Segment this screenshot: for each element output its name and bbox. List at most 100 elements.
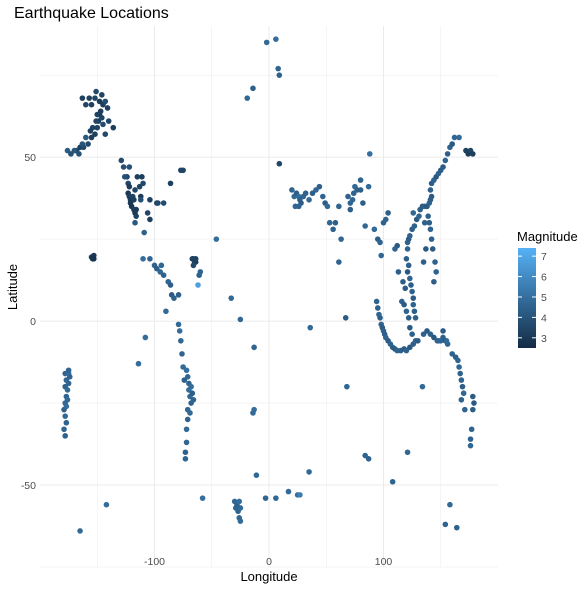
earthquake-point bbox=[410, 295, 417, 301]
earthquake-point bbox=[83, 134, 89, 141]
earthquake-point bbox=[134, 174, 141, 180]
earthquake-point bbox=[366, 151, 373, 157]
legend-tick-label: 3 bbox=[541, 333, 547, 345]
earthquake-point bbox=[377, 315, 383, 321]
earthquake-point bbox=[167, 282, 174, 288]
earthquake-point bbox=[306, 469, 312, 475]
earthquake-point bbox=[385, 210, 391, 216]
earthquake-point bbox=[467, 436, 474, 442]
earthquake-point bbox=[188, 383, 194, 390]
earthquake-point bbox=[192, 255, 199, 262]
earthquake-point bbox=[407, 275, 413, 282]
earthquake-point bbox=[431, 278, 437, 285]
earthquake-point bbox=[171, 295, 177, 301]
earthquake-point bbox=[395, 269, 402, 275]
earthquake-point bbox=[276, 160, 283, 167]
y-axis-ticks: -50 0 50 bbox=[21, 152, 36, 492]
earthquake-point bbox=[273, 495, 279, 501]
earthquake-point bbox=[440, 164, 446, 170]
y-axis-label: Latitude bbox=[5, 264, 20, 310]
earthquake-point bbox=[423, 246, 429, 252]
earthquake-point bbox=[140, 255, 146, 262]
earthquake-point bbox=[92, 95, 98, 101]
earthquake-point bbox=[64, 387, 71, 393]
earthquake-point bbox=[126, 164, 133, 170]
earthquake-point bbox=[410, 210, 417, 216]
earthquake-point bbox=[189, 390, 196, 397]
earthquake-point bbox=[236, 498, 243, 505]
earthquake-point bbox=[407, 324, 413, 331]
earthquake-point bbox=[184, 416, 191, 423]
earthquake-point bbox=[141, 229, 147, 236]
earthquake-point bbox=[180, 167, 186, 174]
earthquake-point bbox=[362, 223, 368, 229]
earthquake-point bbox=[432, 259, 438, 265]
earthquake-point bbox=[316, 183, 323, 190]
legend-colorbar bbox=[518, 248, 536, 348]
earthquake-point bbox=[407, 233, 413, 239]
earthquake-point bbox=[403, 255, 410, 262]
earthquake-point bbox=[86, 95, 93, 101]
legend-title: Magnitude bbox=[517, 229, 578, 244]
earthquake-point bbox=[61, 426, 67, 433]
earthquake-point bbox=[357, 187, 364, 193]
earthquake-point bbox=[99, 92, 105, 98]
earthquake-point bbox=[415, 337, 421, 344]
earthquake-point bbox=[468, 426, 475, 433]
earthquake-point bbox=[392, 246, 398, 252]
y-tick-label: 0 bbox=[30, 316, 36, 328]
earthquake-point bbox=[360, 200, 366, 206]
earthquake-point bbox=[79, 95, 86, 101]
grid-lines bbox=[40, 26, 498, 568]
earthquake-point bbox=[470, 393, 476, 400]
earthquake-point bbox=[182, 456, 189, 462]
earthquake-point bbox=[232, 505, 239, 511]
earthquake-point bbox=[62, 413, 68, 419]
earthquake-point bbox=[402, 285, 409, 292]
earthquake-point bbox=[405, 262, 412, 269]
earthquake-point bbox=[338, 236, 344, 242]
earthquake-point bbox=[120, 164, 127, 170]
earthquake-point bbox=[182, 449, 189, 456]
earthquake-point bbox=[345, 193, 351, 200]
earthquake-point bbox=[131, 196, 137, 203]
earthquake-point bbox=[427, 226, 434, 233]
earthquake-point bbox=[190, 262, 197, 269]
earthquake-point bbox=[336, 259, 342, 265]
earthquake-point bbox=[93, 118, 99, 124]
y-tick-label: 50 bbox=[24, 152, 36, 164]
earthquake-point bbox=[244, 95, 251, 101]
earthquake-point bbox=[428, 236, 435, 242]
earthquake-point bbox=[175, 321, 182, 328]
earthquake-point bbox=[187, 410, 193, 416]
earthquake-point bbox=[421, 219, 428, 226]
earthquake-point bbox=[237, 518, 244, 524]
y-tick-label: -50 bbox=[21, 480, 36, 492]
legend-tick-label: 4 bbox=[541, 312, 547, 324]
earthquake-point bbox=[320, 193, 326, 200]
earthquake-point bbox=[228, 295, 235, 301]
earthquake-point bbox=[444, 151, 451, 157]
x-tick-label: 0 bbox=[266, 556, 272, 568]
earthquake-point bbox=[94, 111, 101, 118]
earthquake-point bbox=[435, 337, 442, 344]
earthquake-point bbox=[426, 219, 433, 226]
earthquake-point bbox=[263, 39, 270, 46]
earthquake-point bbox=[458, 377, 465, 383]
earthquake-point bbox=[94, 124, 101, 131]
earthquake-point bbox=[133, 206, 139, 213]
earthquake-point bbox=[118, 157, 125, 164]
earthquake-point bbox=[451, 134, 458, 141]
earthquake-point bbox=[79, 141, 86, 147]
earthquake-point bbox=[365, 456, 372, 462]
earthquake-point bbox=[87, 128, 94, 134]
earthquake-point bbox=[273, 36, 279, 42]
earthquake-point bbox=[471, 400, 477, 406]
earthquake-point bbox=[65, 380, 72, 387]
earthquake-point bbox=[307, 324, 314, 331]
earthquake-point bbox=[470, 151, 476, 157]
earthquake-point bbox=[64, 396, 71, 403]
earthquake-point bbox=[183, 439, 190, 446]
earthquake-point bbox=[302, 190, 309, 197]
legend-tick-label: 7 bbox=[541, 251, 547, 263]
